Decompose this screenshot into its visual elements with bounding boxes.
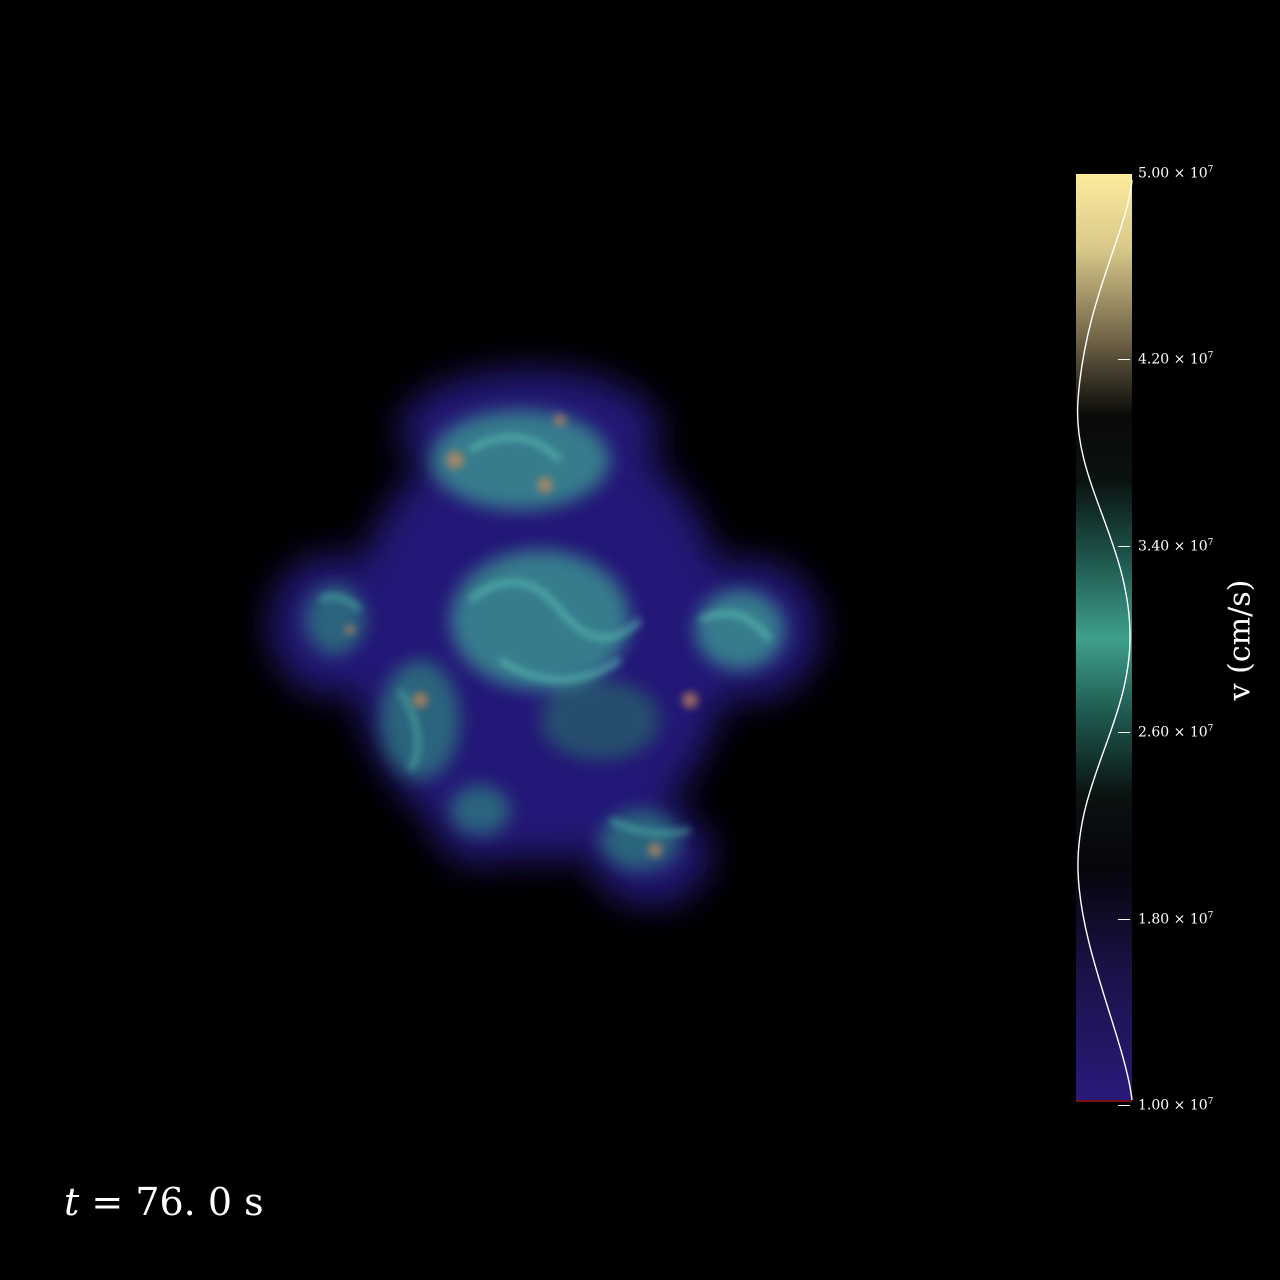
time-value: 76. 0 <box>135 1180 233 1224</box>
colorbar-tick-2.60e7: 2.60 × 107 <box>1118 724 1213 741</box>
hot-spots <box>345 414 698 857</box>
colorbar-tick-4.20e7: 4.20 × 107 <box>1118 351 1213 368</box>
time-symbol: t <box>64 1180 80 1224</box>
time-equals: = <box>91 1180 124 1224</box>
bright-filaments <box>318 434 772 836</box>
opacity-transfer-curve <box>1076 179 1133 1101</box>
time-unit: s <box>244 1180 264 1224</box>
colorbar-tick-1.80e7: 1.80 × 107 <box>1118 911 1213 928</box>
colorbar-label: v (cm/s) <box>1222 579 1258 701</box>
colorbar-tick-3.40e7: 3.40 × 107 <box>1118 538 1213 555</box>
colorbar-tick-1.00e7: 1.00 × 107 <box>1118 1097 1213 1114</box>
colorbar <box>1076 174 1132 1102</box>
teal-filaments <box>305 410 785 870</box>
time-label: t = 76. 0 s <box>64 1180 264 1224</box>
colorbar-tick-5.00e7: 5.00 × 107 <box>1138 165 1214 182</box>
